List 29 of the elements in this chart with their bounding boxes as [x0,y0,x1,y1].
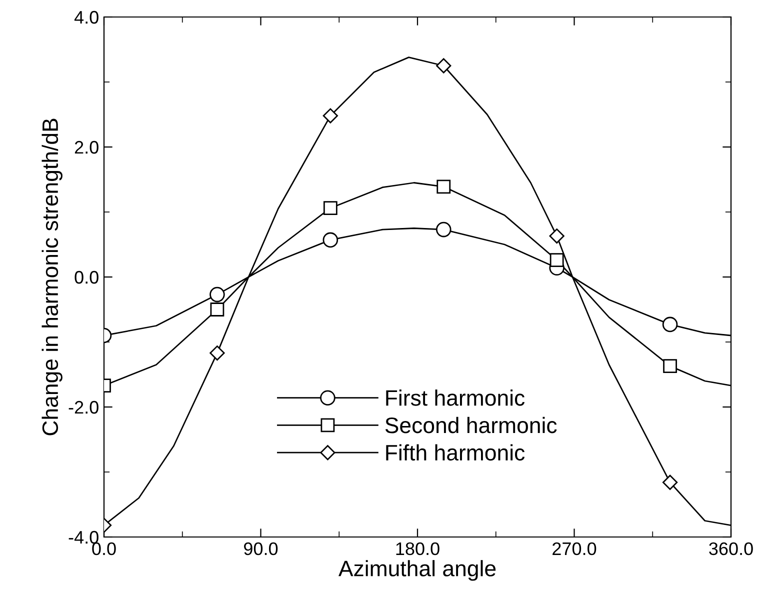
point [210,302,224,316]
point [436,180,451,194]
x-axis-title: Azimuthal angle [338,560,496,581]
point [436,222,452,238]
y-tick-label: 4.0 [74,10,98,24]
y-tick-label: -2.0 [68,400,98,414]
point [549,228,564,244]
x-tick-label: 0.0 [92,542,116,556]
point [210,286,225,302]
point [436,58,452,74]
point [550,253,564,268]
point [322,232,338,248]
legend-label: Second harmonic [385,416,557,434]
x-tick-label: 90.0 [244,542,278,556]
point [210,345,225,361]
x-tick-label: 360.0 [709,542,753,556]
x-tick-label: 180.0 [396,542,440,556]
point [662,316,678,332]
point [662,474,678,490]
point [322,108,338,124]
y-tick-label: -4.0 [68,530,98,544]
point [323,201,338,216]
y-axis-title: Change in harmonic strength/dB [42,118,62,436]
y-tick-label: 2.0 [74,140,98,154]
legend-label: First harmonic [386,390,525,406]
y-tick-label: 0.0 [74,270,98,284]
point [663,359,677,373]
x-tick-label: 270.0 [552,542,596,556]
legend-label: Fifth harmonic [386,444,525,461]
